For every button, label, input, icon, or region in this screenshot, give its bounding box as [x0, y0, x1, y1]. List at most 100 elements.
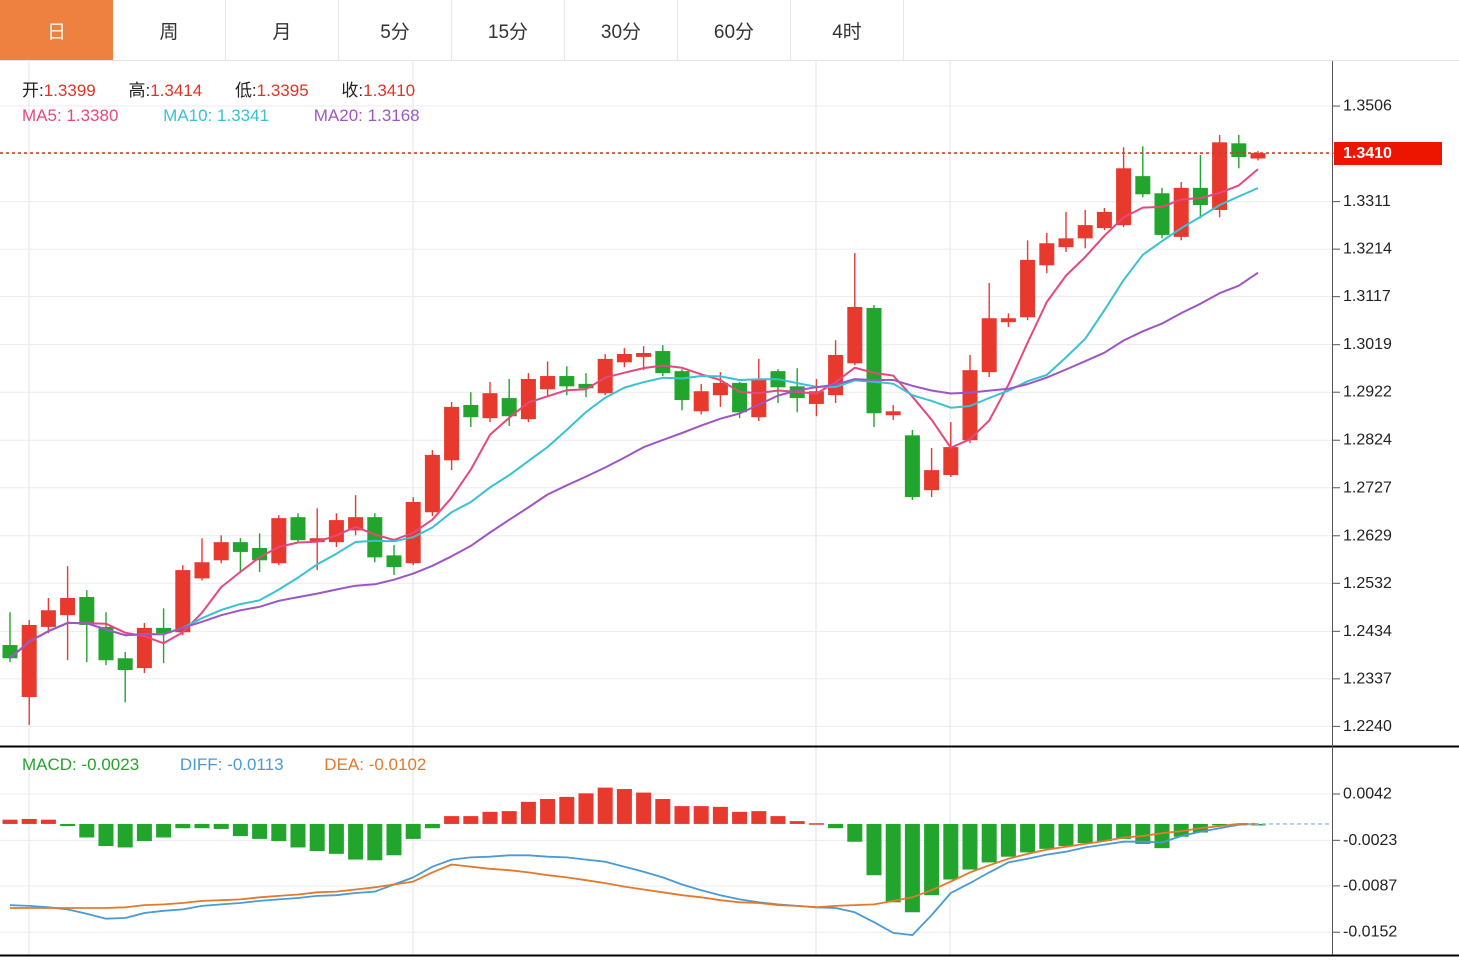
macd-histogram-bar — [328, 823, 344, 854]
macd-histogram-bar — [981, 823, 997, 863]
macd-histogram-bar — [444, 816, 460, 824]
macd-histogram-bar — [636, 792, 652, 824]
macd-histogram-bar — [597, 787, 613, 824]
macd-histogram-bar — [252, 823, 268, 839]
price-tick-label: 1.2727 — [1343, 479, 1392, 496]
candle-body — [1116, 168, 1132, 226]
candle-body — [1231, 143, 1247, 158]
macd-histogram-bar — [751, 811, 767, 824]
candle-body — [348, 517, 364, 531]
candle-body — [904, 435, 920, 498]
price-tick-label: 1.2337 — [1343, 670, 1392, 687]
tab-month[interactable]: 月 — [226, 0, 339, 60]
macd-histogram-bar — [1116, 823, 1132, 839]
macd-tick-label: -0.0152 — [1343, 924, 1397, 941]
candle-body — [309, 538, 325, 543]
candle-body — [712, 382, 728, 396]
macd-histogram-bar — [770, 816, 786, 824]
macd-histogram-bar — [962, 823, 978, 870]
dea-line — [10, 823, 1258, 909]
ohlc-legend: 开:1.3399 高:1.3414 低:1.3395 收:1.3410 — [22, 76, 443, 101]
candle-body — [674, 371, 690, 401]
candle-body — [924, 470, 940, 491]
candle-body — [693, 391, 709, 412]
tab-15min[interactable]: 15分 — [452, 0, 565, 60]
ma10-line — [9, 187, 1259, 660]
macd-histogram-bar — [232, 823, 248, 837]
macd-histogram-bar — [1000, 823, 1016, 857]
macd-histogram-bar — [808, 823, 824, 825]
macd-tick-label: 0.0042 — [1343, 786, 1392, 803]
ma-legend: MA5: 1.3380 MA10: 1.3341 MA20: 1.3168 — [22, 106, 460, 126]
macd-histogram-bar — [520, 801, 536, 824]
candle-body — [444, 406, 460, 461]
tab-5min[interactable]: 5分 — [339, 0, 452, 60]
timeframe-tabbar: 日 周 月 5分 15分 30分 60分 4时 — [0, 0, 1459, 61]
macd-histogram-bar — [559, 796, 575, 824]
macd-histogram-bar — [463, 816, 479, 824]
candle-body — [828, 354, 844, 396]
candle-body — [1135, 176, 1151, 195]
candle-body — [1077, 225, 1093, 239]
macd-tick-label: -0.0087 — [1343, 877, 1397, 894]
macd-histogram-bar — [367, 823, 383, 861]
macd-histogram-bar — [578, 793, 594, 824]
macd-histogram-bar — [828, 823, 844, 829]
candle-body — [271, 518, 287, 564]
macd-histogram-bar — [789, 821, 805, 824]
candle-body — [559, 376, 575, 387]
macd-tick-label: -0.0023 — [1343, 832, 1397, 849]
candle-body — [885, 411, 901, 416]
price-tick-label: 1.2532 — [1343, 575, 1392, 592]
candle-body — [981, 318, 997, 373]
macd-histogram-bar — [194, 823, 210, 829]
candle-body — [751, 378, 767, 418]
candle-body — [520, 378, 536, 420]
candle-body — [40, 610, 56, 627]
candle-body — [482, 393, 498, 419]
macd-histogram-bar — [712, 806, 728, 824]
macd-histogram-bar — [405, 823, 421, 839]
candle-body — [616, 353, 632, 363]
candle-body — [156, 627, 172, 634]
macd-histogram-bar — [136, 823, 152, 842]
tab-day[interactable]: 日 — [0, 0, 113, 60]
tab-60min[interactable]: 60分 — [678, 0, 791, 60]
tab-30min[interactable]: 30分 — [565, 0, 678, 60]
candle-body — [424, 454, 440, 513]
macd-histogram-bar — [904, 823, 920, 913]
price-tick-label: 1.2240 — [1343, 718, 1392, 735]
candle-body — [1096, 211, 1112, 229]
macd-legend: MACD: -0.0023 DIFF: -0.0113 DEA: -0.0102 — [22, 755, 462, 775]
candle-body — [540, 376, 556, 390]
candle-body — [655, 351, 671, 374]
candle-body — [367, 517, 383, 558]
candle-body — [232, 542, 248, 552]
tab-week[interactable]: 周 — [113, 0, 226, 60]
candle-body — [1250, 153, 1266, 159]
macd-histogram-bar — [924, 823, 940, 896]
macd-histogram-bar — [866, 823, 882, 876]
macd-histogram-bar — [1154, 823, 1170, 849]
candle-body — [847, 306, 863, 364]
macd-histogram-bar — [885, 823, 901, 903]
price-tick-label: 1.3019 — [1343, 336, 1392, 353]
price-tick-label: 1.2434 — [1343, 623, 1392, 640]
candle-body — [578, 383, 594, 389]
ohlc-low: 低:1.3395 — [234, 81, 309, 100]
macd-histogram-bar — [1212, 823, 1228, 826]
macd-value: MACD: -0.0023 — [22, 755, 140, 774]
macd-histogram-bar — [2, 819, 18, 824]
macd-histogram-bar — [1096, 823, 1112, 842]
price-tick-label: 1.3311 — [1343, 193, 1391, 210]
candle-body — [194, 562, 210, 579]
tab-4hour[interactable]: 4时 — [791, 0, 904, 60]
price-tick-label: 1.2629 — [1343, 527, 1392, 544]
candle-body — [866, 307, 882, 414]
candle-body — [21, 624, 37, 697]
candle-body — [175, 570, 191, 633]
macd-histogram-bar — [271, 823, 287, 842]
macd-histogram-bar — [943, 823, 959, 880]
